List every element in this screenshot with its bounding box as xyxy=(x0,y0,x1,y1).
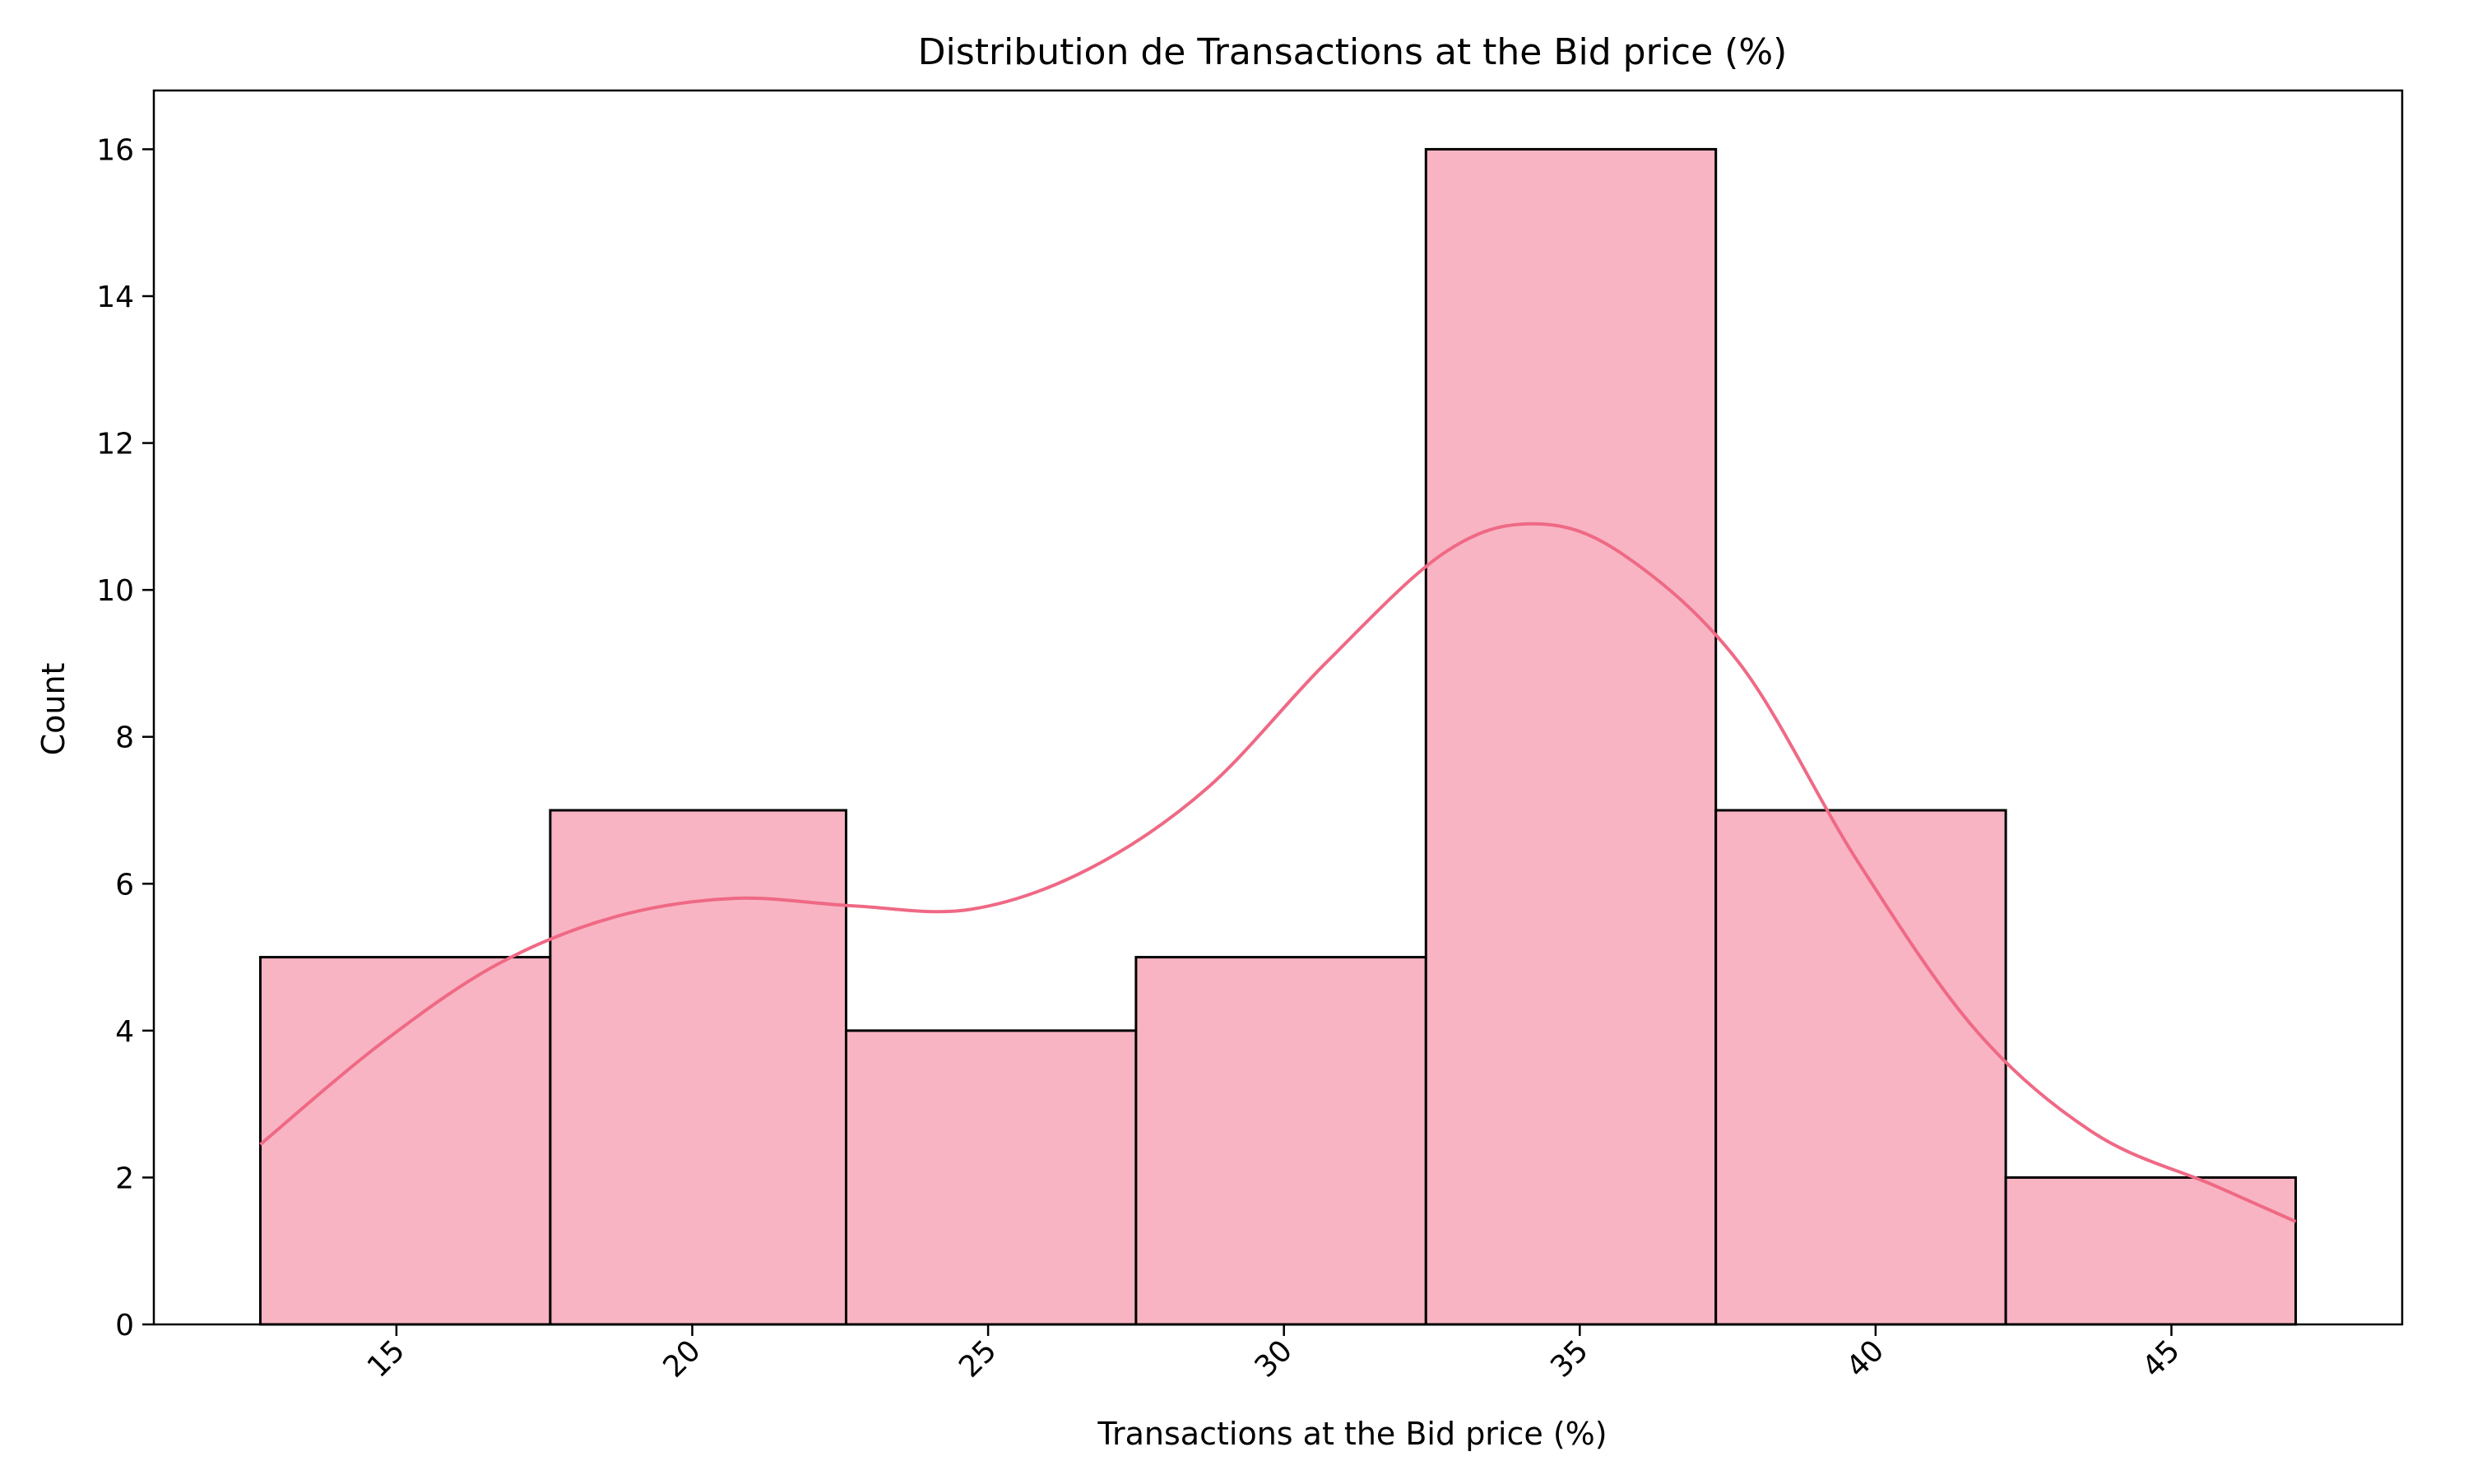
y-tick-label: 0 xyxy=(115,1309,134,1343)
plot-frame xyxy=(152,89,2404,1326)
y-tick-label: 12 xyxy=(96,428,134,461)
y-tick-label: 16 xyxy=(96,133,134,167)
y-axis-ticks: 0 2 4 6 8 10 12 14 16 xyxy=(96,133,154,1343)
histogram-bar xyxy=(549,809,847,1326)
y-tick-label: 14 xyxy=(96,281,134,314)
histogram-bar xyxy=(1424,147,1718,1326)
y-axis-label: Count xyxy=(35,663,72,756)
y-tick-label: 6 xyxy=(115,868,134,902)
histogram-bar xyxy=(1134,956,1427,1326)
histogram-bar xyxy=(1714,809,2007,1326)
y-tick-label: 8 xyxy=(115,721,134,755)
bars-layer xyxy=(258,147,2298,1326)
x-axis-label: Transactions at the Bid price (%) xyxy=(1097,1416,1607,1452)
histogram-bar xyxy=(844,1029,1138,1326)
kde-curve xyxy=(259,522,2297,1223)
y-tick-label: 2 xyxy=(115,1162,134,1195)
histogram-bar xyxy=(2004,1176,2298,1326)
y-tick-label: 4 xyxy=(115,1015,134,1049)
histogram-bar xyxy=(258,956,552,1326)
y-tick-label: 10 xyxy=(96,574,134,608)
chart-title: Distribution de Transactions at the Bid … xyxy=(918,31,1788,73)
